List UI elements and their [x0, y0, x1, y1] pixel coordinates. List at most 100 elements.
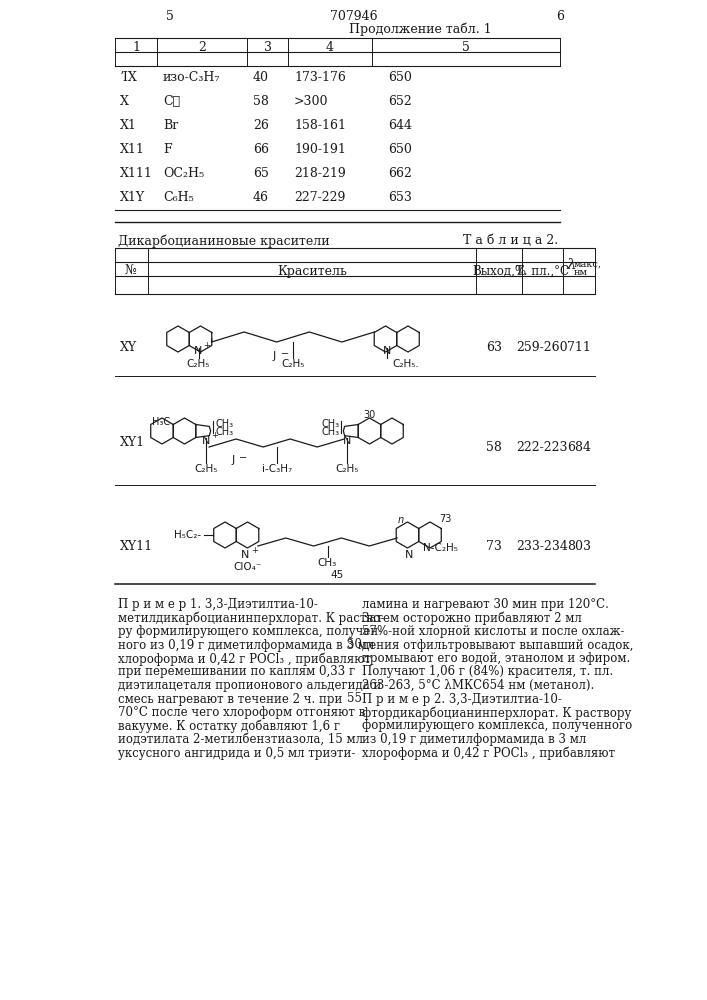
- Text: иодэтилата 2-метилбензтиазола, 15 мл: иодэтилата 2-метилбензтиазола, 15 мл: [118, 733, 363, 746]
- Text: 40: 40: [253, 71, 269, 84]
- Text: CH₃: CH₃: [321, 427, 339, 437]
- Text: промывают его водой, этанолом и эфиром.: промывают его водой, этанолом и эфиром.: [362, 652, 630, 665]
- Text: при перемешивании по каплям 0,33 г: при перемешивании по каплям 0,33 г: [118, 666, 355, 678]
- Text: X111: X111: [120, 167, 153, 180]
- Text: диэтилацеталя пропионового альдегида и: диэтилацеталя пропионового альдегида и: [118, 679, 381, 692]
- Text: N-C₂H₅: N-C₂H₅: [423, 543, 458, 553]
- Text: ʼIX: ʼIX: [120, 71, 138, 84]
- Text: −: −: [239, 453, 247, 463]
- Text: П р и м е р 2. 3,3-Диэтилтиа-10-: П р и м е р 2. 3,3-Диэтилтиа-10-: [362, 692, 562, 706]
- Text: Т. пл.,°С: Т. пл.,°С: [515, 265, 568, 278]
- Text: смесь нагревают в течение 2 ч. при: смесь нагревают в течение 2 ч. при: [118, 692, 342, 706]
- Text: Br: Br: [163, 119, 178, 132]
- Text: дения отфильтровывают выпавший осадок,: дения отфильтровывают выпавший осадок,: [362, 639, 633, 652]
- Text: H₃C: H₃C: [152, 417, 170, 427]
- Text: F: F: [163, 143, 172, 156]
- Text: 218-219: 218-219: [294, 167, 346, 180]
- Text: 650: 650: [388, 143, 412, 156]
- Text: 650: 650: [388, 71, 412, 84]
- Text: макс,: макс,: [574, 260, 602, 269]
- Text: 5: 5: [462, 41, 470, 54]
- Text: XY11: XY11: [120, 540, 153, 553]
- Text: C₂H₅.: C₂H₅.: [392, 359, 419, 369]
- Text: 190-191: 190-191: [294, 143, 346, 156]
- Text: 222-223: 222-223: [516, 441, 568, 454]
- Text: C₂H₅: C₂H₅: [194, 464, 218, 474]
- Text: N: N: [202, 436, 210, 446]
- Text: N: N: [241, 550, 250, 560]
- Text: 65: 65: [253, 167, 269, 180]
- Text: 73: 73: [440, 514, 452, 524]
- Text: 652: 652: [388, 95, 411, 108]
- Text: CH₃: CH₃: [215, 427, 233, 437]
- Text: N: N: [405, 550, 414, 560]
- Text: 58: 58: [253, 95, 269, 108]
- Text: XY: XY: [120, 341, 137, 354]
- Text: хлороформа и 0,42 г POCl₃ , прибавляют: хлороформа и 0,42 г POCl₃ , прибавляют: [118, 652, 371, 666]
- Text: 233-234: 233-234: [516, 540, 568, 553]
- Text: изо-C₃H₇: изо-C₃H₇: [163, 71, 221, 84]
- Text: Т а б л и ц а 2.: Т а б л и ц а 2.: [463, 234, 558, 247]
- Text: N: N: [383, 346, 392, 356]
- Text: 66: 66: [253, 143, 269, 156]
- Text: 2: 2: [198, 41, 206, 54]
- Text: J: J: [273, 351, 276, 361]
- Text: ламина и нагревают 30 мин при 120°С.: ламина и нагревают 30 мин при 120°С.: [362, 598, 609, 611]
- Text: ного из 0,19 г диметилформамида в 3 мл: ного из 0,19 г диметилформамида в 3 мл: [118, 639, 374, 652]
- Text: n: n: [398, 515, 404, 525]
- Text: формилирующего комплекса, полученного: формилирующего комплекса, полученного: [362, 720, 632, 732]
- Text: 73: 73: [486, 540, 502, 553]
- Text: 662: 662: [388, 167, 412, 180]
- Text: X1Y: X1Y: [120, 191, 145, 204]
- Text: C₂H₅: C₂H₅: [336, 464, 359, 474]
- Text: 158-161: 158-161: [294, 119, 346, 132]
- Text: N: N: [343, 436, 351, 446]
- Text: C₂H₅: C₂H₅: [187, 359, 210, 369]
- Text: нм: нм: [574, 268, 588, 277]
- Text: №: №: [125, 265, 137, 278]
- Text: Выход,%: Выход,%: [472, 265, 526, 278]
- Text: OC₂H₅: OC₂H₅: [163, 167, 204, 180]
- Text: 803: 803: [567, 540, 591, 553]
- Text: Продолжение табл. 1: Продолжение табл. 1: [349, 22, 491, 35]
- Text: из 0,19 г диметилформамида в 3 мл: из 0,19 г диметилформамида в 3 мл: [362, 733, 586, 746]
- Text: Получают 1,06 г (84%) красителя, т. пл.: Получают 1,06 г (84%) красителя, т. пл.: [362, 666, 613, 678]
- Text: 263-263, 5°С λМКС654 нм (метанол).: 263-263, 5°С λМКС654 нм (метанол).: [362, 679, 595, 692]
- Text: 3: 3: [264, 41, 272, 54]
- Text: −: −: [281, 349, 289, 359]
- Text: 6: 6: [556, 10, 564, 23]
- Text: 46: 46: [253, 191, 269, 204]
- Text: хлороформа и 0,42 г POCl₃ , прибавляют: хлороформа и 0,42 г POCl₃ , прибавляют: [362, 746, 615, 760]
- Text: 259-260: 259-260: [516, 341, 568, 354]
- Text: CH₃: CH₃: [318, 558, 337, 568]
- Text: Cℓ: Cℓ: [163, 95, 180, 108]
- Text: Дикарбоцианиновые красители: Дикарбоцианиновые красители: [118, 234, 329, 247]
- Text: метилдикарбоцианинперхлорат. К раство-: метилдикарбоцианинперхлорат. К раство-: [118, 611, 384, 625]
- Text: уксусного ангидрида и 0,5 мл триэти-: уксусного ангидрида и 0,5 мл триэти-: [118, 746, 356, 760]
- Text: +: +: [252, 546, 258, 555]
- Text: 45: 45: [331, 570, 344, 580]
- Text: 30: 30: [363, 410, 375, 420]
- Text: CH₃: CH₃: [215, 419, 233, 429]
- Text: H₅C₂-: H₅C₂-: [175, 530, 201, 540]
- Text: 70°С после чего хлороформ отгоняют в: 70°С после чего хлороформ отгоняют в: [118, 706, 366, 719]
- Text: 707946: 707946: [330, 10, 378, 23]
- Text: X1: X1: [120, 119, 137, 132]
- Text: 55: 55: [346, 692, 361, 706]
- Text: 5: 5: [166, 10, 174, 23]
- Text: +: +: [211, 431, 218, 440]
- Text: 57%-ной хлорной кислоты и после охлаж-: 57%-ной хлорной кислоты и после охлаж-: [362, 625, 624, 638]
- Text: C₂H₅: C₂H₅: [281, 359, 305, 369]
- Text: N: N: [194, 346, 203, 356]
- Text: CH₃: CH₃: [321, 419, 339, 429]
- Text: 644: 644: [388, 119, 412, 132]
- Text: 173-176: 173-176: [294, 71, 346, 84]
- Text: X: X: [120, 95, 129, 108]
- Text: 58: 58: [486, 441, 502, 454]
- Text: 711: 711: [567, 341, 591, 354]
- Text: ClO₄⁻: ClO₄⁻: [233, 562, 262, 572]
- Text: X11: X11: [120, 143, 145, 156]
- Text: фтордикарбоцианинперхлорат. К раствору: фтордикарбоцианинперхлорат. К раствору: [362, 706, 631, 720]
- Text: Затем осторожно прибавляют 2 мл: Затем осторожно прибавляют 2 мл: [362, 611, 582, 625]
- Text: λ: λ: [567, 258, 577, 272]
